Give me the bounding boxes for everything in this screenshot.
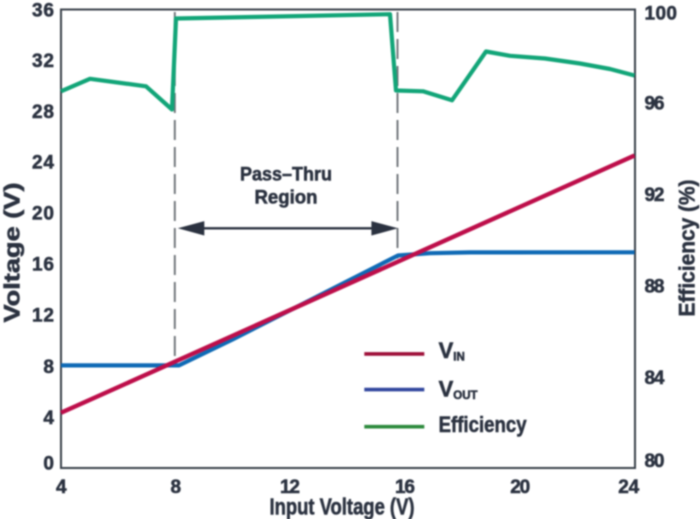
svg-text:96: 96 — [645, 94, 665, 115]
svg-text:32: 32 — [32, 51, 54, 72]
svg-text:Efficiency: Efficiency — [439, 412, 528, 437]
svg-text:36: 36 — [32, 0, 54, 21]
svg-text:24: 24 — [618, 477, 639, 498]
svg-text:80: 80 — [645, 451, 665, 472]
svg-text:16: 16 — [32, 254, 54, 275]
svg-text:Pass–Thru: Pass–Thru — [240, 165, 332, 186]
svg-text:16: 16 — [395, 477, 415, 498]
svg-text:Input Voltage (V): Input Voltage (V) — [270, 494, 415, 519]
svg-text:8: 8 — [43, 357, 54, 378]
svg-text:Region: Region — [255, 188, 318, 209]
svg-text:20: 20 — [32, 204, 54, 225]
svg-text:Voltage (V): Voltage (V) — [0, 183, 25, 323]
svg-text:24: 24 — [32, 152, 54, 173]
svg-text:20: 20 — [510, 477, 530, 498]
svg-text:8: 8 — [171, 477, 182, 498]
svg-text:0: 0 — [43, 453, 54, 474]
svg-text:100: 100 — [645, 3, 678, 24]
svg-text:VOUT: VOUT — [439, 376, 478, 401]
svg-text:88: 88 — [645, 277, 665, 298]
svg-text:92: 92 — [645, 185, 665, 206]
svg-text:4: 4 — [43, 408, 54, 429]
svg-text:12: 12 — [32, 306, 54, 327]
svg-text:84: 84 — [645, 368, 665, 389]
svg-text:VIN: VIN — [439, 338, 465, 363]
svg-text:4: 4 — [56, 477, 67, 498]
svg-text:Efficiency (%): Efficiency (%) — [675, 180, 700, 317]
svg-text:28: 28 — [32, 102, 54, 123]
svg-text:12: 12 — [280, 477, 300, 498]
